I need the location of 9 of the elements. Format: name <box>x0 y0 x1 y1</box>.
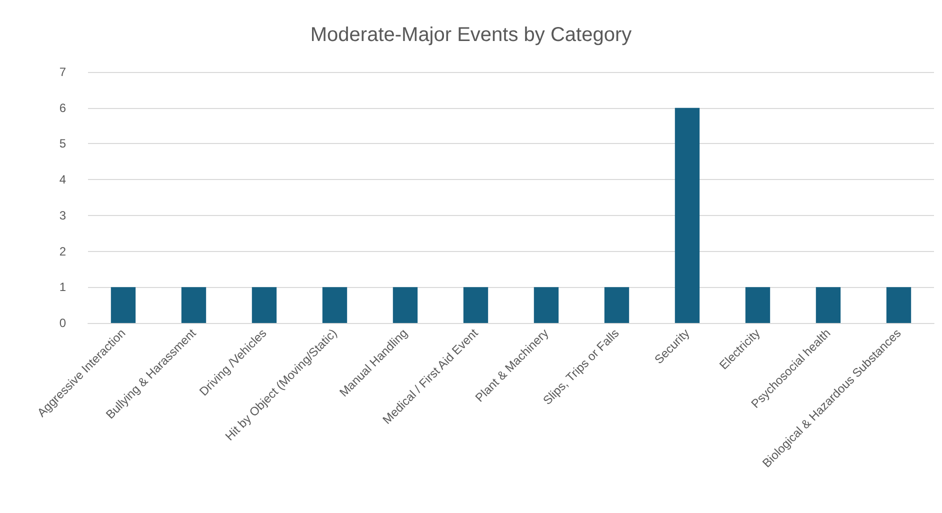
y-tick-label: 3 <box>59 208 66 222</box>
y-tick-label: 7 <box>59 65 66 79</box>
chart-title: Moderate-Major Events by Category <box>310 24 632 46</box>
y-tick-label: 0 <box>59 316 66 330</box>
y-tick-label: 4 <box>59 172 66 187</box>
y-tick-label: 6 <box>59 100 66 115</box>
y-tick-label: 5 <box>59 136 66 151</box>
y-tick-label: 2 <box>59 244 66 258</box>
y-tick-label: 1 <box>59 280 66 294</box>
